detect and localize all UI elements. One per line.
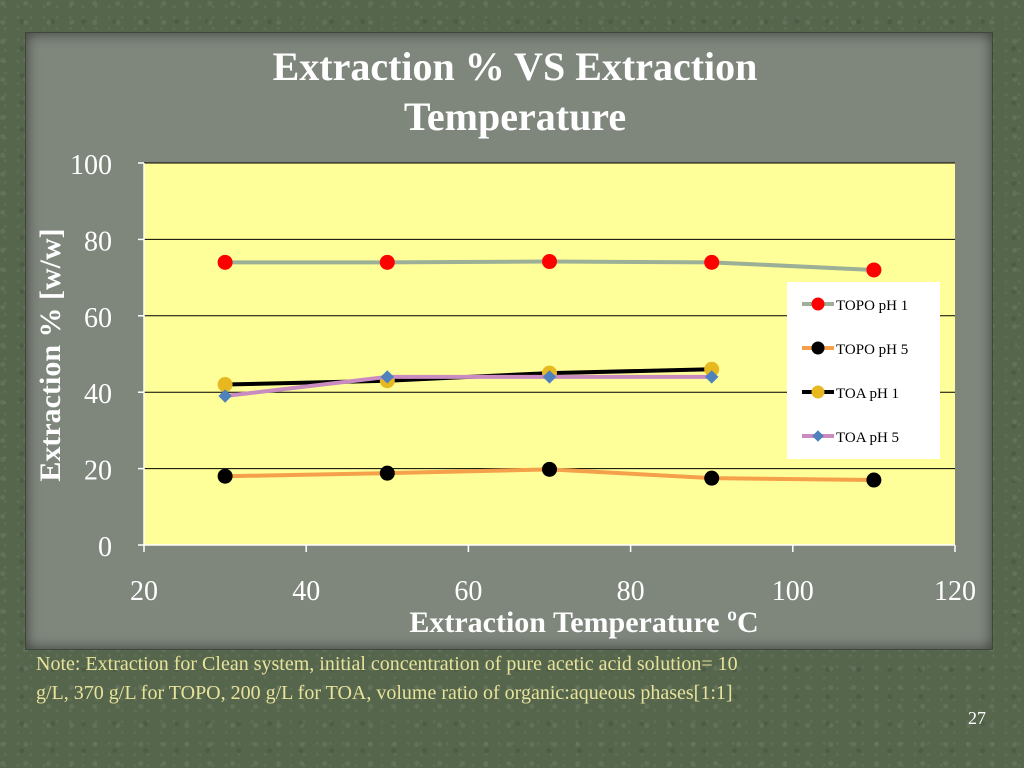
footnote-line-1: Note: Extraction for Clean system, initi… bbox=[36, 653, 738, 675]
y-axis-label: Extraction % [w/w] bbox=[34, 228, 67, 481]
legend-label: TOA pH 5 bbox=[836, 430, 899, 446]
data-point-topo-ph-5 bbox=[866, 472, 882, 488]
legend-item: TOA pH 1 bbox=[802, 385, 899, 402]
data-point-topo-ph-5 bbox=[704, 470, 720, 486]
y-tick-label: 80 bbox=[84, 226, 112, 257]
data-point-toa-ph-5 bbox=[542, 370, 557, 384]
y-tick-label: 60 bbox=[84, 303, 112, 334]
legend-label: TOPO pH 5 bbox=[836, 342, 908, 358]
x-axis-label: Extraction Temperature ºC bbox=[409, 606, 758, 639]
footnote-line-2: g/L, 370 g/L for TOPO, 200 g/L for TOA, … bbox=[36, 682, 733, 704]
y-tick-label: 100 bbox=[70, 150, 112, 181]
x-tick-label: 80 bbox=[617, 576, 645, 607]
legend-item: TOA pH 5 bbox=[802, 430, 899, 446]
y-tick-label: 40 bbox=[84, 379, 112, 410]
x-tick-label: 20 bbox=[130, 576, 158, 607]
legend-item: TOPO pH 1 bbox=[802, 297, 908, 314]
data-point-toa-ph-5 bbox=[812, 430, 824, 442]
chart-title-line-2: Temperature bbox=[403, 94, 627, 139]
data-point-topo-ph-5 bbox=[217, 468, 233, 484]
data-point-toa-ph-5 bbox=[218, 389, 232, 403]
data-point-topo-ph-1 bbox=[866, 262, 882, 278]
data-point-topo-ph-5 bbox=[811, 341, 825, 355]
data-point-topo-ph-1 bbox=[811, 297, 825, 311]
x-tick-label: 60 bbox=[454, 576, 482, 607]
x-tick-label: 100 bbox=[772, 576, 814, 607]
legend-label: TOA pH 1 bbox=[836, 386, 899, 402]
data-point-topo-ph-1 bbox=[217, 254, 233, 270]
legend-item: TOPO pH 5 bbox=[802, 341, 908, 358]
legend: TOPO pH 1 TOPO pH 5 TOA pH 1 TOA pH 5 bbox=[787, 282, 940, 459]
data-point-toa-ph-1 bbox=[811, 385, 825, 399]
y-tick-label: 20 bbox=[84, 456, 112, 487]
data-point-topo-ph-5 bbox=[379, 465, 395, 481]
legend-label: TOPO pH 1 bbox=[836, 298, 908, 314]
legend-box bbox=[787, 282, 940, 459]
page-number: 27 bbox=[968, 708, 986, 728]
data-point-topo-ph-1 bbox=[542, 254, 557, 270]
data-point-toa-ph-5 bbox=[704, 370, 719, 384]
x-tick-label: 40 bbox=[292, 576, 320, 607]
data-point-topo-ph-1 bbox=[379, 254, 395, 270]
series-toa-ph-5 bbox=[218, 370, 719, 403]
chart-title-line-1: Extraction % VS Extraction bbox=[272, 44, 758, 89]
y-tick-label: 0 bbox=[98, 532, 112, 563]
x-tick-label: 120 bbox=[934, 576, 976, 607]
series-line-toa-ph-5 bbox=[224, 374, 712, 399]
data-point-topo-ph-5 bbox=[542, 461, 557, 477]
data-point-toa-ph-5 bbox=[380, 370, 395, 384]
footnote: Note: Extraction for Clean system, initi… bbox=[36, 650, 936, 708]
data-point-topo-ph-1 bbox=[704, 254, 720, 270]
series-topo-ph-5 bbox=[217, 461, 882, 488]
series-topo-ph-1 bbox=[217, 254, 882, 278]
